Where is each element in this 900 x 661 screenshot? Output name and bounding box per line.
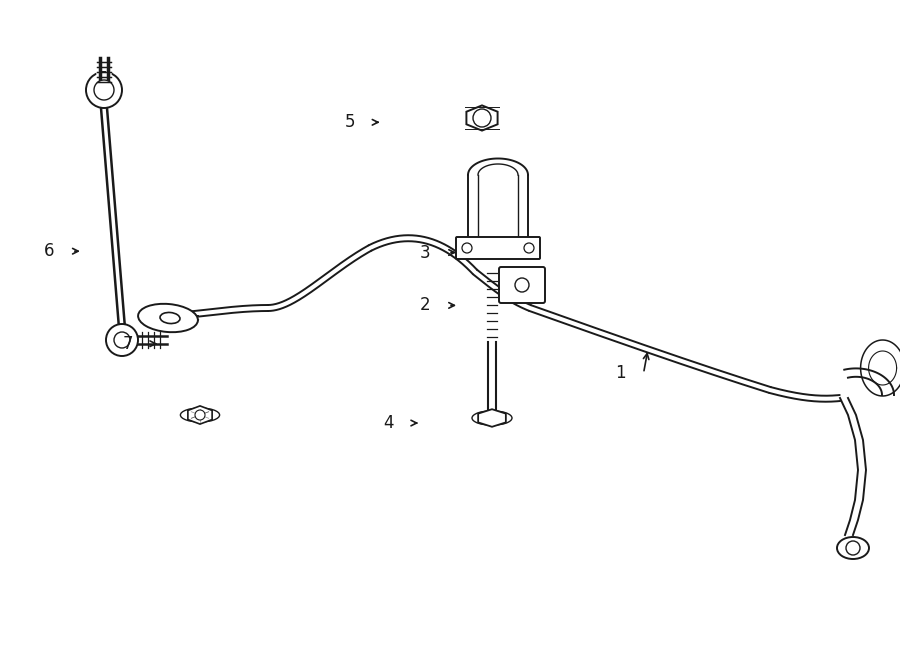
Circle shape xyxy=(473,109,491,127)
Text: 4: 4 xyxy=(383,414,394,432)
Circle shape xyxy=(846,541,860,555)
Circle shape xyxy=(94,80,114,100)
Ellipse shape xyxy=(180,408,220,422)
Text: 6: 6 xyxy=(43,242,54,260)
Ellipse shape xyxy=(138,304,198,332)
FancyBboxPatch shape xyxy=(456,237,540,259)
Text: 2: 2 xyxy=(419,296,430,315)
Ellipse shape xyxy=(160,313,180,323)
Ellipse shape xyxy=(837,537,869,559)
Text: 5: 5 xyxy=(345,113,356,132)
Ellipse shape xyxy=(472,410,512,425)
Polygon shape xyxy=(188,406,212,424)
Polygon shape xyxy=(478,409,506,427)
FancyBboxPatch shape xyxy=(499,267,545,303)
Circle shape xyxy=(524,243,534,253)
Text: 3: 3 xyxy=(419,243,430,262)
Polygon shape xyxy=(466,105,498,131)
Circle shape xyxy=(462,243,472,253)
Circle shape xyxy=(106,324,138,356)
Circle shape xyxy=(86,72,122,108)
Text: 7: 7 xyxy=(122,334,133,353)
Circle shape xyxy=(114,332,130,348)
Text: 1: 1 xyxy=(615,364,626,383)
Ellipse shape xyxy=(515,278,529,292)
Circle shape xyxy=(195,410,205,420)
